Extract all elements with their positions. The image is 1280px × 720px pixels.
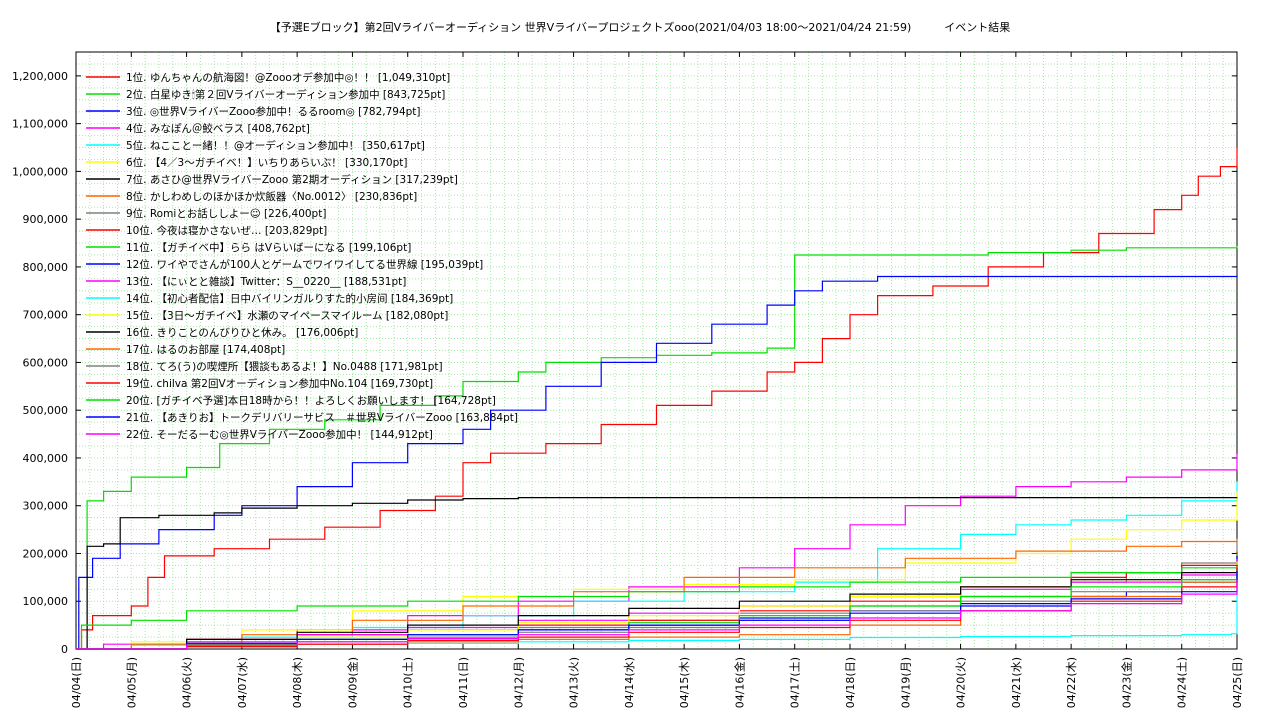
legend-entry-5: 5位. ねこことー緒！！@オーディション参加中！ [350,617pt]: [126, 139, 425, 152]
x-tick-label: 04/23(金): [1119, 657, 1133, 708]
legend-entry-21: 21位. 【あきりお】トークデリバリーサビス ＃世界VライバーZooo [163…: [126, 411, 518, 424]
legend-entry-22: 22位. そーだるーむ◎世界VライバーZooo参加中！ [144,912pt]: [126, 428, 433, 441]
x-tick-label: 04/06(火): [181, 657, 194, 708]
legend-entry-16: 16位. きりことのんびりひと休み。 [176,006pt]: [126, 326, 358, 339]
y-tick-label: 1,100,000: [12, 118, 68, 131]
legend-entry-10: 10位. 今夜は寝かさないぜ… [203,829pt]: [126, 224, 327, 237]
series-line-7: [76, 497, 1238, 650]
y-tick-label: 0: [61, 643, 68, 656]
legend-entry-19: 19位. chilva 第2回Vオーディション参加中No.104 [169,73…: [126, 377, 433, 390]
x-tick-label: 04/12(月): [512, 657, 525, 708]
legend-entry-11: 11位. 【ガチイベ中】らら はVらいばーになる [199,106pt]: [126, 241, 411, 254]
x-tick-label: 04/24(土): [1176, 657, 1189, 708]
legend-entry-9: 9位. Romiとお話ししよー☺ [226,400pt]: [126, 207, 326, 220]
y-tick-label: 800,000: [23, 261, 69, 274]
x-tick-label: 04/20(火): [955, 657, 968, 708]
x-tick-label: 04/11(日): [457, 657, 470, 708]
x-tick-label: 04/04(日): [70, 657, 83, 708]
legend-entry-20: 20位. [ガチイベ予選]本日18時から！！よろしくお願いします！ [164,7…: [126, 394, 496, 407]
x-tick-label: 04/16(金): [732, 657, 746, 708]
legend-entry-12: 12位. ワイやでさんが100人とゲームでワイワイしてる世界線 [195,039…: [126, 258, 483, 271]
legend-entry-4: 4位. みなぽん＠鮫ベラス [408,762pt]: [126, 122, 310, 135]
legend-entry-8: 8位. かしわめしのほかほか炊飯器〈No.0012〉 [230,836pt]: [126, 190, 417, 203]
x-tick-label: 04/13(火): [568, 657, 581, 708]
chart-title: 【予選Eブロック】第2回Vライバーオーディション 世界Vライバープロジェクトズo…: [269, 21, 1011, 34]
y-tick-label: 100,000: [23, 595, 69, 608]
series-line-2: [76, 246, 1238, 650]
y-tick-label: 400,000: [23, 452, 69, 465]
series-line-11: [76, 553, 1238, 650]
legend-entry-18: 18位. てろ(う)の喫煙所【猥談もあるよ！】No.0488 [171,981p…: [126, 360, 443, 373]
y-tick-label: 200,000: [23, 547, 69, 560]
y-tick-label: 500,000: [23, 404, 69, 417]
x-tick-label: 04/19(月): [899, 657, 912, 708]
series-line-16: [76, 564, 1238, 650]
y-tick-label: 700,000: [23, 309, 69, 322]
legend-entry-7: 7位. あさひ@世界VライバーZooo 第2期オーディション [317,239p…: [126, 173, 458, 186]
x-tick-label: 04/09(金): [345, 657, 359, 708]
x-tick-label: 04/14(水): [623, 657, 636, 708]
y-tick-label: 1,200,000: [12, 70, 68, 83]
y-tick-label: 900,000: [23, 213, 69, 226]
series-line-8: [76, 538, 1238, 650]
x-tick-label: 04/21(水): [1010, 657, 1023, 708]
x-tick-label: 04/10(土): [402, 657, 415, 708]
legend-entry-14: 14位. 【初心者配信】日中バイリンガルりすた的小房间 [184,369pt]: [126, 292, 453, 305]
plot-frame: [75, 51, 1238, 650]
series-line-6: [76, 491, 1238, 650]
x-tick-label: 04/05(月): [125, 657, 138, 708]
series-line-1: [76, 147, 1238, 650]
legend-entry-15: 15位. 【3日〜ガチイベ】水瀬のマイペースマイルーム [182,080pt]: [126, 309, 448, 322]
legend-entry-2: 2位. 白星ゆき🕯第２回Vライバーオーディション参加中 [843,725pt]: [126, 88, 445, 101]
y-tick-label: 1,000,000: [12, 165, 68, 178]
series-line-3: [76, 275, 1238, 650]
legend-entry-1: 1位. ゆんちゃんの航海図！@Zoooオデ参加中◎！！ [1,049,310pt…: [126, 71, 450, 84]
x-tick-label: 04/18(日): [844, 657, 857, 708]
x-tick-label: 04/15(木): [678, 657, 691, 708]
legend-entry-13: 13位. 【にぃとと雑談】Twitter：S__0220__ [188,531p…: [126, 275, 406, 288]
x-tick-label: 04/17(土): [789, 657, 802, 708]
x-tick-label: 04/22(木): [1065, 657, 1078, 708]
series-line-22: [76, 579, 1238, 650]
x-tick-label: 04/07(水): [236, 657, 249, 708]
legend-entry-3: 3位. ◎世界VライバーZooo参加中！るるroom◎ [782,794pt]: [126, 105, 421, 118]
y-tick-label: 600,000: [23, 356, 69, 369]
legend-entry-17: 17位. はるのお部屋 [174,408pt]: [126, 343, 285, 356]
x-tick-label: 04/25(日): [1231, 657, 1244, 708]
legend-entry-6: 6位. 【4／3〜ガチイベ！】いちりあらいぶ！ [330,170pt]: [126, 156, 407, 169]
y-tick-label: 300,000: [23, 500, 69, 513]
x-tick-label: 04/08(木): [291, 657, 304, 708]
